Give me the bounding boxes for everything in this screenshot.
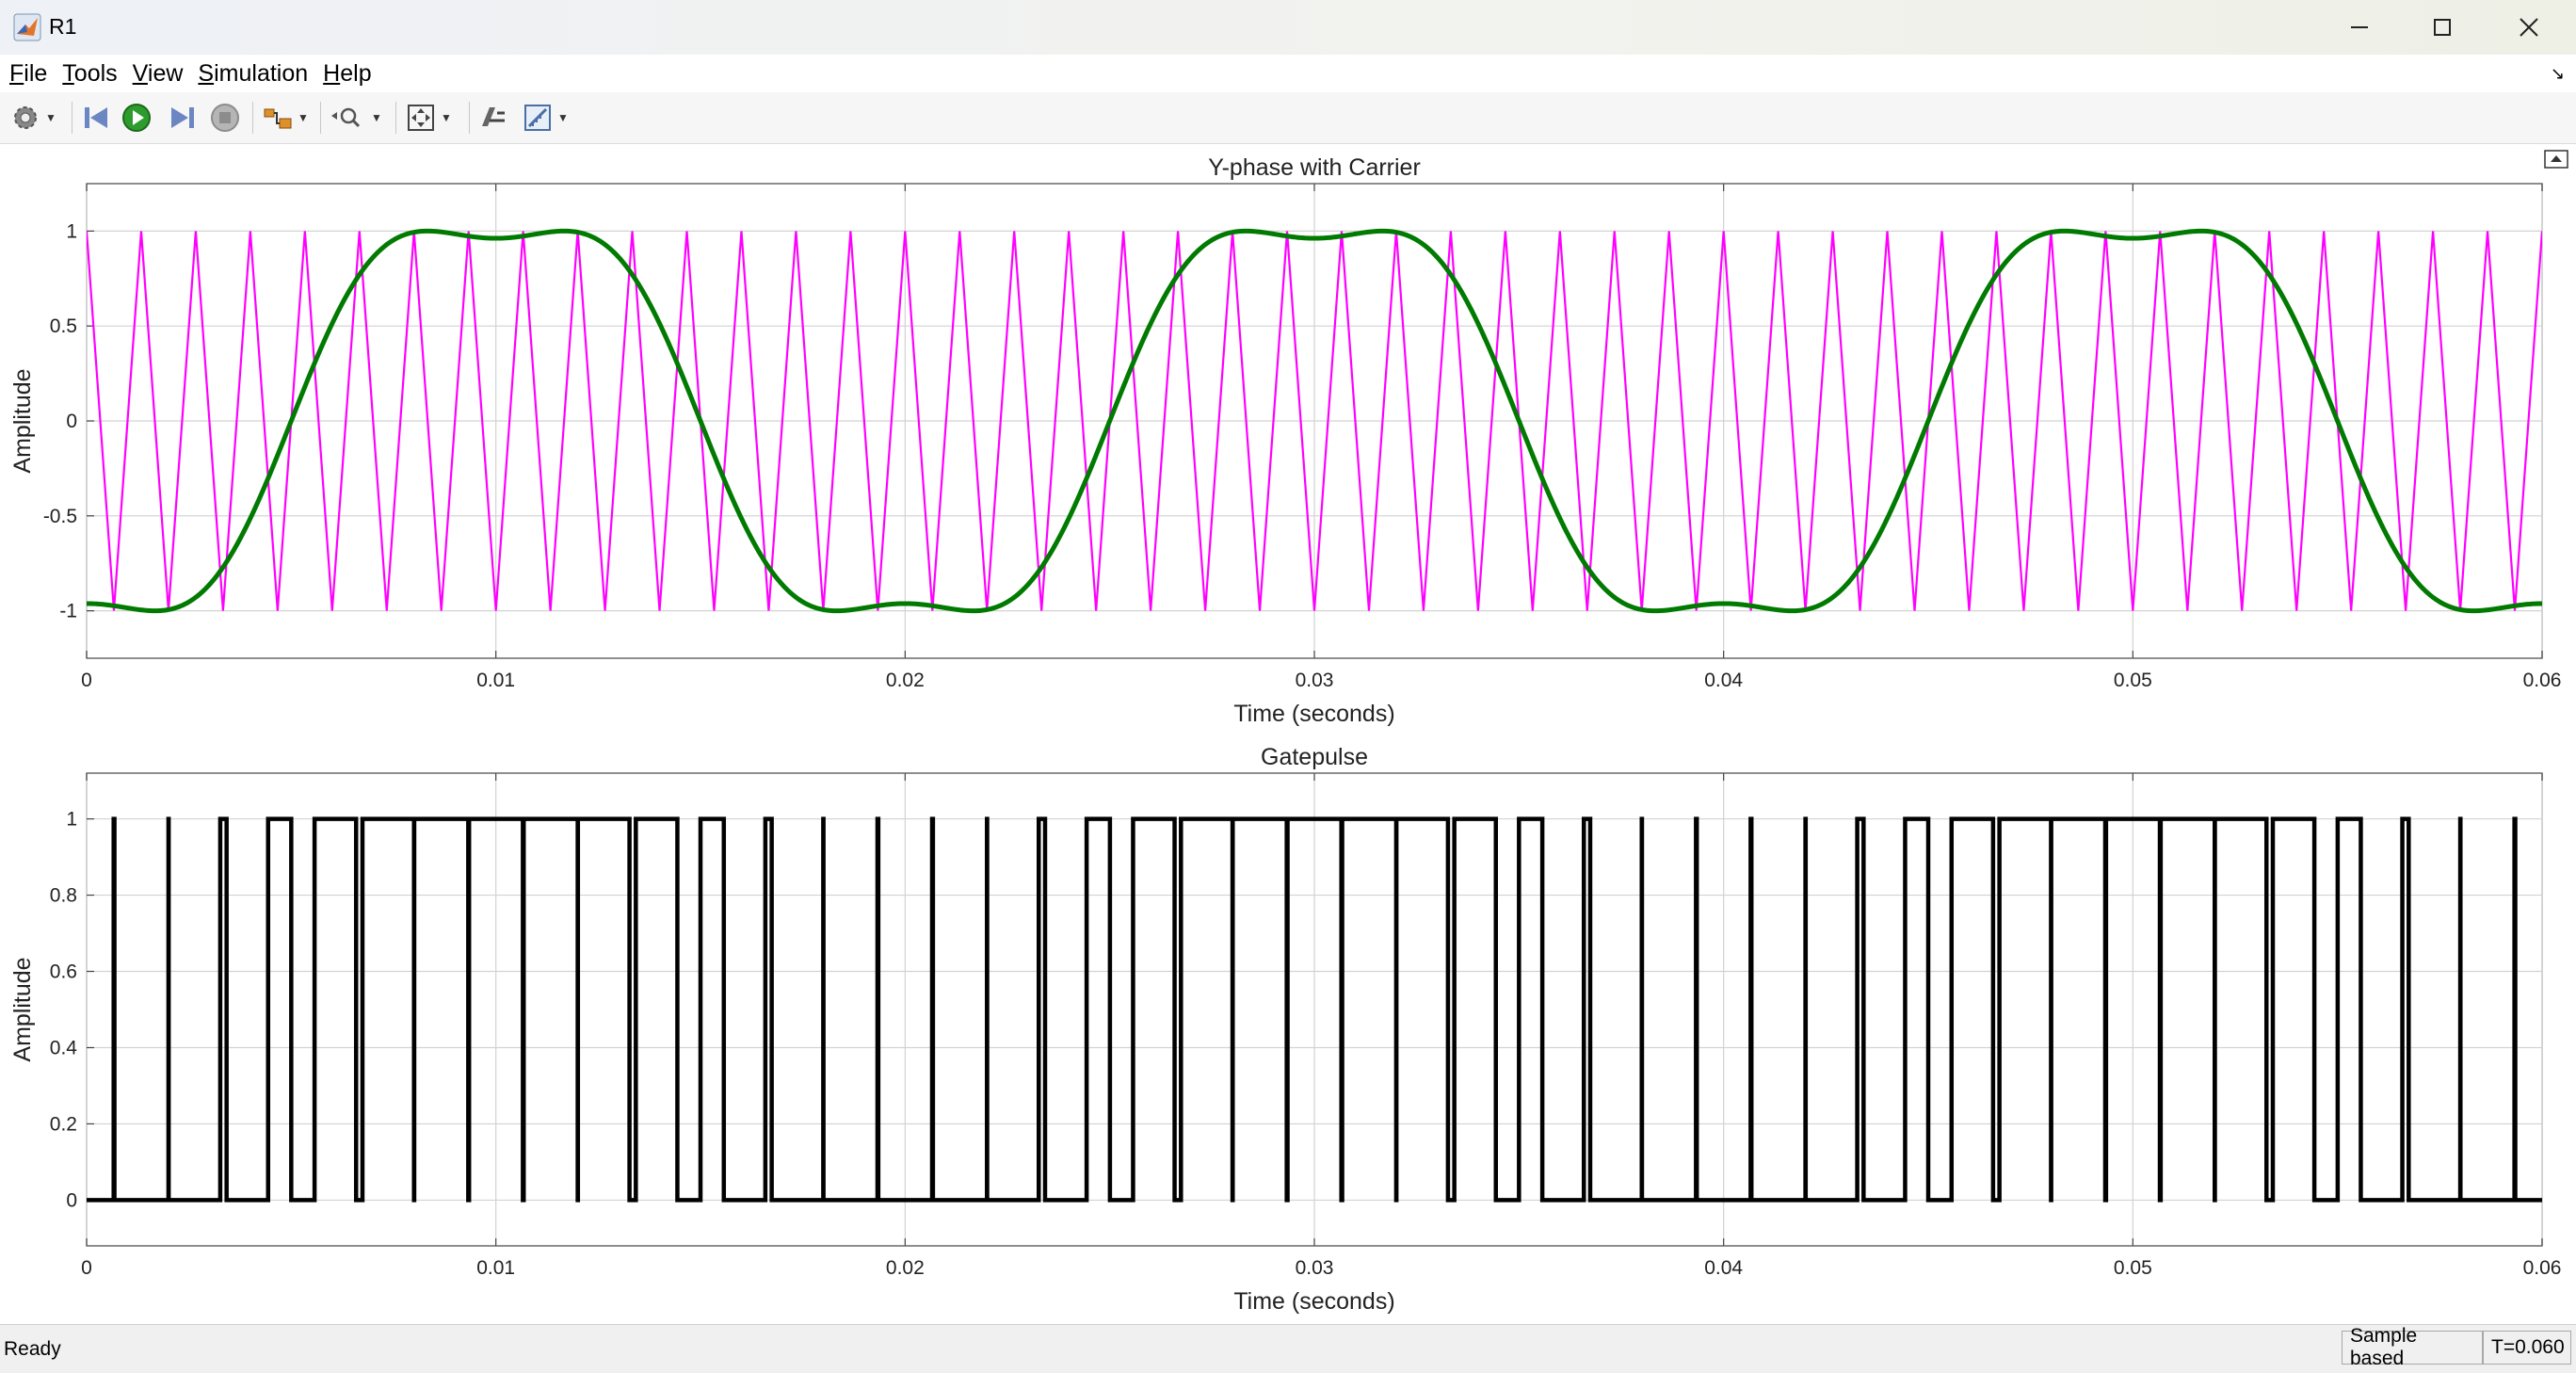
x-tick-label: 0.01 [476, 1257, 515, 1279]
window-title: R1 [49, 14, 77, 39]
y-axis-label: Amplitude [9, 368, 36, 473]
matlab-logo-icon [13, 13, 41, 41]
y-tick-label: 1 [66, 220, 77, 242]
toolbar-separator [252, 102, 253, 134]
x-tick-label: 0.03 [1296, 670, 1334, 691]
scope-plot-area: 0 0.01 0.02 0.03 0.04 0.05 0.06 1 0.5 0 -0.5 -1 Y-ph… [0, 144, 2576, 1323]
x-tick-label: 0.05 [2114, 1257, 2152, 1279]
minimize-button[interactable] [2316, 0, 2403, 55]
step-forward-button[interactable] [166, 102, 198, 134]
plot-panel-1: 0 0.01 0.02 0.03 0.04 0.05 0.06 1 0.5 0 -0.5 -1 Y-ph… [9, 154, 2561, 727]
stop-button[interactable] [209, 102, 241, 134]
highlight-block-button[interactable]: ▼ [262, 102, 309, 134]
y-tick-label: 0.2 [50, 1113, 77, 1135]
menu-simulation[interactable]: Simulation [198, 59, 309, 87]
y-tick-label: 0 [66, 411, 77, 432]
menu-view[interactable]: View [132, 59, 184, 87]
y-axis-label: Amplitude [9, 957, 36, 1061]
status-bar: Ready Sample based T=0.060 [0, 1324, 2576, 1373]
step-back-button[interactable] [81, 102, 113, 134]
x-tick-label: 0.06 [2523, 670, 2562, 691]
minimize-icon [2351, 26, 2368, 28]
menu-file[interactable]: File [9, 59, 48, 87]
chevron-down-icon: ▼ [441, 111, 452, 124]
menu-help[interactable]: Help [323, 59, 372, 87]
y-tick-label: 0.4 [50, 1037, 78, 1058]
scope-figure: 0 0.01 0.02 0.03 0.04 0.05 0.06 1 0.5 0 -0.5 -1 Y-ph… [9, 154, 2561, 1315]
toolbar-separator [395, 102, 396, 134]
maximize-button[interactable] [2399, 0, 2486, 55]
menu-tools[interactable]: Tools [62, 59, 118, 87]
plot-title: Gatepulse [1261, 744, 1368, 770]
y-tick-label: -0.5 [43, 506, 77, 527]
measurement-icon [524, 105, 551, 131]
stop-icon [211, 104, 239, 132]
y-tick-label: 0.8 [50, 885, 77, 907]
y-tick-label: 1 [66, 809, 77, 831]
x-tick-label: 0.03 [1296, 1257, 1334, 1279]
close-button[interactable] [2486, 0, 2572, 55]
undock-icon[interactable] [2544, 150, 2568, 169]
x-tick-label: 0.06 [2523, 1257, 2562, 1279]
zoom-icon [331, 107, 361, 128]
highlight-block-icon [264, 108, 292, 129]
x-tick-label: 0.01 [476, 670, 515, 691]
chevron-down-icon: ▼ [298, 111, 309, 124]
status-text: Ready [4, 1338, 61, 1360]
chevron-down-icon: ▼ [557, 111, 569, 124]
run-icon [122, 104, 151, 132]
toolbar-separator [320, 102, 321, 134]
menu-bar: File Tools View Simulation Help ↘ [0, 55, 2576, 92]
restore-layout-icon [482, 107, 505, 126]
step-forward-icon [171, 107, 194, 128]
settings-button[interactable]: ▼ [9, 102, 56, 134]
x-tick-label: 0.05 [2114, 670, 2152, 691]
step-back-icon [85, 107, 107, 128]
close-icon [2520, 18, 2538, 37]
x-tick-label: 0.04 [1704, 1257, 1743, 1279]
carrier-series-line [87, 231, 2542, 611]
title-bar: R1 [0, 0, 2576, 55]
chevron-down-icon: ▼ [371, 111, 382, 124]
restore-layout-button[interactable] [476, 102, 508, 134]
x-axis-label: Time (seconds) [1233, 1288, 1394, 1315]
x-tick-label: 0 [81, 1257, 92, 1279]
run-button[interactable] [121, 102, 153, 134]
collapse-toolbar-icon[interactable]: ↘ [2550, 64, 2565, 83]
toolbar: ▼ ▼ [0, 92, 2576, 144]
gatepulse-series-line [87, 816, 2542, 1203]
y-tick-label: 0.5 [50, 315, 77, 337]
plot-panel-2: 0 0.01 0.02 0.03 0.04 0.05 0.06 1 0.8 0.6 0.4 0.2 0 G… [9, 744, 2561, 1315]
settings-icon [14, 106, 37, 129]
chevron-down-icon: ▼ [45, 111, 56, 124]
x-tick-label: 0.02 [886, 670, 925, 691]
y-tick-label: -1 [59, 601, 77, 622]
sample-mode-indicator: Sample based [2342, 1325, 2483, 1369]
x-tick-label: 0 [81, 670, 92, 691]
zoom-button[interactable]: ▼ [330, 102, 382, 134]
simulation-time-indicator: T=0.060 [2483, 1331, 2571, 1365]
y-tick-label: 0 [66, 1189, 77, 1211]
fit-to-view-button[interactable]: ▼ [405, 102, 452, 134]
y-tick-label: 0.6 [50, 961, 77, 983]
plot-title: Y-phase with Carrier [1208, 154, 1421, 181]
x-axis-label: Time (seconds) [1233, 701, 1394, 727]
x-tick-label: 0.04 [1704, 670, 1743, 691]
x-tick-label: 0.02 [886, 1257, 925, 1279]
toolbar-separator [469, 102, 470, 134]
maximize-icon [2434, 19, 2451, 36]
measurement-button[interactable]: ▼ [522, 102, 569, 134]
fit-to-view-icon [408, 105, 434, 131]
reference-series-line [87, 228, 2542, 614]
